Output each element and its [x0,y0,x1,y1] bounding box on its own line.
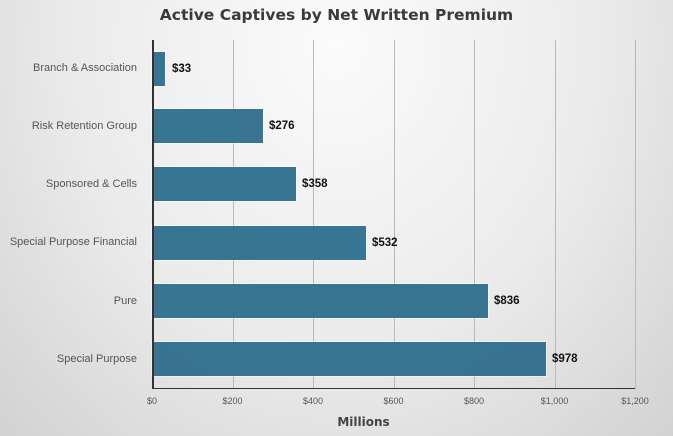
bar-special-purpose [152,342,546,376]
gridline [393,40,395,389]
gridline [635,40,636,389]
bar-branch-association [152,52,166,86]
data-label: $358 [302,178,328,190]
x-tick-label: $800 [463,396,485,406]
x-axis-line [152,387,635,389]
category-label: Branch & Association [33,62,137,74]
plot-area: $33 $276 $358 $532 $836 $978 [152,40,636,389]
category-label: Special Purpose Financial [9,236,137,248]
x-tick-label: $1,000 [540,396,569,406]
data-label: $978 [552,353,578,365]
bar-pure [152,284,488,318]
x-tick-label: $0 [146,396,158,406]
category-label: Pure [113,295,137,307]
gridline [313,40,314,389]
x-tick-label: $1,200 [621,396,649,406]
x-axis-title: Millions [337,415,390,429]
bar-risk-retention-group [152,109,263,143]
bar-special-purpose-financial [152,226,366,260]
data-label: $836 [494,295,520,307]
x-tick-label: $600 [383,396,404,406]
gridline [554,40,556,389]
data-label: $276 [269,120,295,132]
x-tick-label: $400 [302,396,324,406]
category-label: Special Purpose [56,353,137,365]
y-axis-line [152,40,154,389]
bar-sponsored-cells [152,167,296,201]
data-label: $532 [372,237,398,249]
data-label: $33 [172,63,192,75]
gridline [232,40,234,389]
gridline [474,40,475,389]
category-label: Sponsored & Cells [45,178,137,190]
chart-title: Active Captives by Net Written Premium [159,6,514,24]
x-tick-label: $200 [222,396,243,406]
category-label: Risk Retention Group [31,120,137,132]
